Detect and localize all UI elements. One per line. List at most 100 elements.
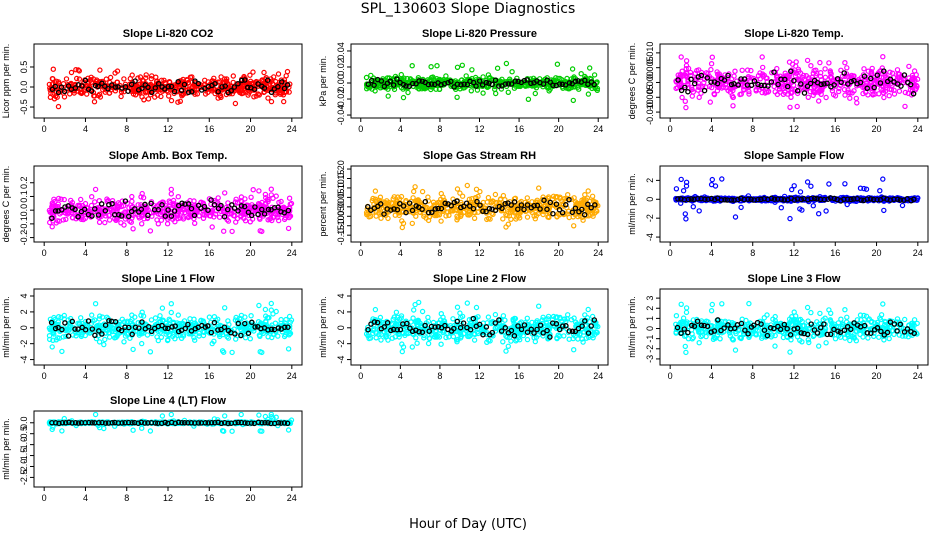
data-point	[285, 225, 292, 232]
data-point	[518, 82, 524, 89]
data-point	[63, 333, 69, 340]
y-axis-label: degrees C per min.	[1, 166, 11, 243]
mean-point	[268, 326, 275, 333]
data-point	[576, 86, 582, 92]
data-point	[463, 73, 469, 79]
mean-point	[211, 201, 218, 208]
scatter-series	[673, 176, 921, 222]
data-point	[431, 203, 437, 209]
mean-point	[81, 206, 88, 213]
data-point	[82, 200, 89, 207]
data-point	[459, 62, 465, 69]
mean-point	[685, 88, 691, 95]
mean-point	[838, 79, 844, 86]
data-point	[365, 84, 371, 90]
data-point	[698, 69, 705, 76]
mean-point	[145, 323, 152, 330]
data-point	[286, 205, 292, 211]
mean-point	[901, 72, 908, 78]
x-tick-label: 12	[163, 371, 173, 381]
data-point	[247, 336, 253, 342]
data-point	[480, 90, 486, 96]
mean-point	[871, 84, 877, 91]
data-point	[708, 181, 715, 188]
data-point	[172, 336, 178, 342]
mean-point	[65, 333, 72, 339]
data-point	[502, 317, 508, 323]
data-point	[148, 75, 154, 82]
mean-point	[448, 78, 454, 85]
data-point	[232, 199, 239, 205]
mean-point	[149, 89, 155, 96]
data-point	[711, 91, 718, 98]
data-point	[229, 228, 235, 235]
data-point	[242, 314, 248, 320]
mean-point	[162, 325, 169, 331]
data-point	[560, 202, 567, 208]
mean-point	[511, 199, 518, 205]
data-point	[469, 67, 475, 73]
data-point	[428, 63, 434, 70]
data-point	[746, 91, 752, 97]
mean-point	[477, 202, 483, 208]
data-point	[135, 202, 141, 208]
data-point	[731, 73, 737, 79]
data-point	[138, 340, 145, 347]
data-point	[759, 89, 765, 96]
x-tick-label: 4	[398, 124, 403, 134]
data-point	[421, 335, 427, 341]
mean-point	[205, 323, 211, 329]
data-point	[385, 86, 391, 92]
mean-point	[528, 80, 534, 87]
x-tick-label: 8	[437, 248, 442, 258]
x-tick-label: 0	[668, 124, 673, 134]
data-point	[823, 208, 829, 214]
mean-point	[704, 75, 711, 81]
data-point	[96, 313, 103, 319]
mean-point	[244, 84, 251, 91]
data-point	[505, 89, 511, 96]
data-point	[882, 82, 889, 89]
y-tick-label: -0.15	[336, 225, 346, 246]
data-point	[393, 309, 400, 315]
data-point	[390, 196, 396, 202]
mean-point	[245, 209, 252, 216]
mean-point	[722, 197, 728, 203]
data-point	[230, 79, 236, 86]
mean-point	[748, 82, 755, 89]
mean-point	[591, 81, 597, 88]
data-point	[240, 90, 247, 96]
mean-point	[138, 206, 145, 213]
data-point	[411, 307, 417, 313]
mean-point	[403, 209, 409, 216]
data-point	[130, 346, 136, 353]
data-point	[869, 65, 875, 72]
mean-point	[75, 214, 81, 220]
data-point	[50, 204, 56, 210]
data-point	[589, 193, 596, 199]
data-point	[168, 186, 174, 193]
data-point	[256, 92, 262, 98]
data-point	[144, 332, 151, 338]
data-point	[50, 320, 57, 326]
data-point	[505, 343, 511, 349]
mean-point	[845, 81, 851, 87]
mean-point	[531, 330, 537, 336]
x-tick-label: 12	[789, 371, 799, 381]
data-point	[258, 211, 265, 218]
mean-point	[702, 196, 708, 203]
mean-point	[834, 75, 841, 82]
data-point	[118, 203, 125, 210]
data-point	[377, 314, 384, 321]
mean-point	[442, 200, 448, 207]
mean-point	[72, 326, 78, 332]
mean-point	[96, 328, 102, 334]
data-point	[144, 215, 151, 221]
data-point	[143, 72, 149, 78]
x-tick-label: 0	[42, 248, 47, 258]
x-tick-label: 20	[246, 371, 256, 381]
data-point	[46, 81, 53, 88]
mean-point	[89, 213, 95, 219]
mean-point	[445, 79, 451, 86]
mean-point	[388, 327, 394, 334]
